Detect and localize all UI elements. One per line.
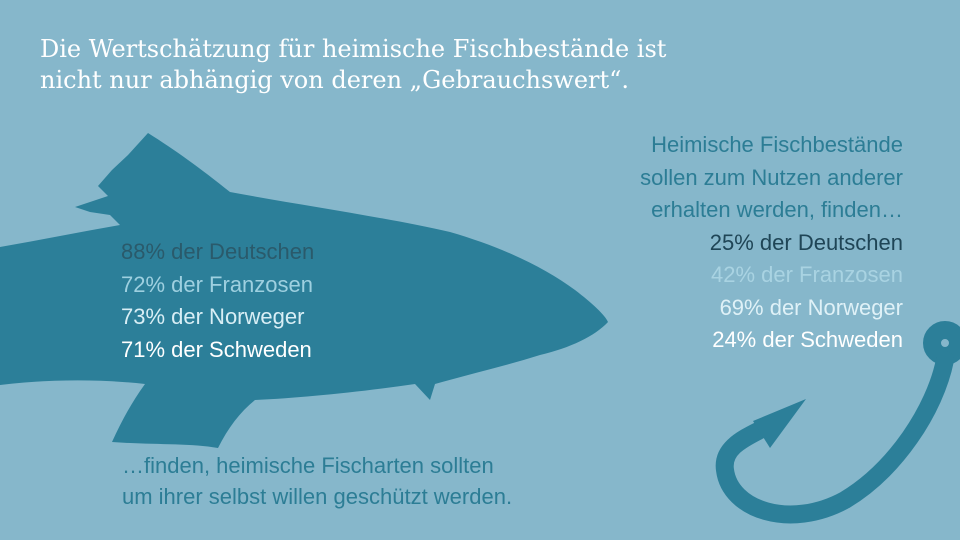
bottom-caption-line-2: um ihrer selbst willen geschützt werden. <box>122 484 513 509</box>
right-intro-line-1: Heimische Fischbestände <box>651 132 903 157</box>
right-stat-norway: 69% der Norweger <box>719 294 903 320</box>
headline: Die Wertschätzung für heimische Fischbes… <box>40 34 666 96</box>
left-stats-list: 88% der Deutschen 72% der Franzosen 73% … <box>121 236 314 366</box>
right-stats-list: 25% der Deutschen 42% der Franzosen 69% … <box>640 227 903 357</box>
right-intro-line-2: sollen zum Nutzen anderer <box>640 164 903 190</box>
left-stat-france: 72% der Franzosen <box>121 271 313 297</box>
left-stat-sweden: 71% der Schweden <box>121 336 312 362</box>
bottom-caption: …finden, heimische Fischarten sollten um… <box>122 450 512 512</box>
left-stat-germany: 88% der Deutschen <box>121 239 315 264</box>
right-block: Heimische Fischbestände sollen zum Nutze… <box>640 129 903 357</box>
headline-line-2: nicht nur abhängig von deren „Gebrauchsw… <box>40 66 630 94</box>
right-stat-sweden: 24% der Schweden <box>712 327 903 352</box>
right-stat-germany: 25% der Deutschen <box>709 229 903 255</box>
right-intro: Heimische Fischbestände sollen zum Nutze… <box>640 129 903 227</box>
right-intro-line-3: erhalten werden, finden… <box>651 197 903 222</box>
right-stat-france: 42% der Franzosen <box>711 262 903 287</box>
bottom-caption-line-1: …finden, heimische Fischarten sollten <box>122 453 494 478</box>
headline-line-1: Die Wertschätzung für heimische Fischbes… <box>40 35 667 63</box>
left-stat-norway: 73% der Norweger <box>121 304 305 329</box>
